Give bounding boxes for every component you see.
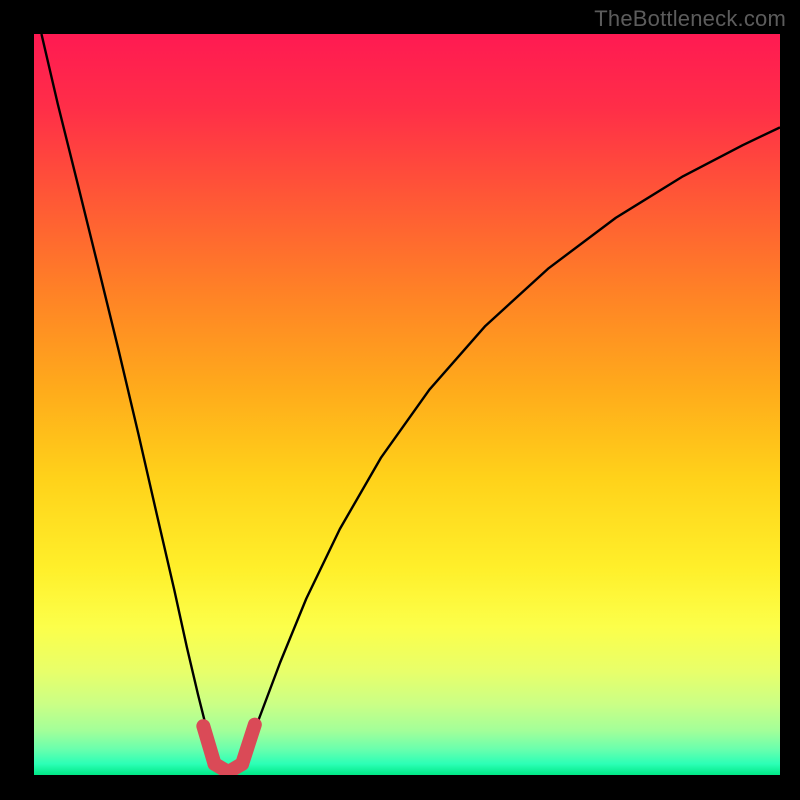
plot-area (34, 34, 780, 775)
marker-segment (242, 725, 255, 764)
chart-frame: TheBottleneck.com (0, 0, 800, 800)
curve-right-branch (234, 127, 780, 772)
watermark-text: TheBottleneck.com (594, 6, 786, 32)
bottom-markers (203, 725, 254, 771)
curve-left-branch (41, 34, 223, 772)
curve-layer (34, 34, 780, 775)
